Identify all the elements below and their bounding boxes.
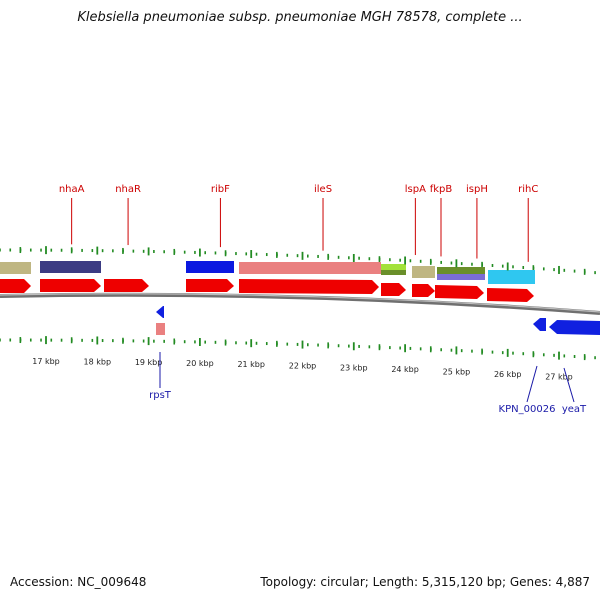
- major-ticks-top: [45, 246, 560, 274]
- gene-arrow-ribF[interactable]: [186, 279, 234, 292]
- gene-label-KPN_00026[interactable]: KPN_00026: [499, 404, 556, 415]
- gene-arrow[interactable]: [0, 279, 31, 293]
- feature-bar-ribF[interactable]: [186, 261, 234, 273]
- genome-backbone: [0, 292, 600, 315]
- gene-label-lspA[interactable]: lspA: [405, 184, 426, 195]
- gene-arrow-ileS[interactable]: [239, 279, 379, 294]
- tick-label: 25 kbp: [443, 367, 471, 376]
- feature-bar-fkpB[interactable]: [412, 266, 435, 278]
- feature-bar-lspA-b[interactable]: [381, 270, 406, 275]
- minor-ticks-top: [0, 247, 596, 275]
- feature-bar-rpsT[interactable]: [156, 323, 165, 335]
- gene-arrow-nhaR[interactable]: [104, 279, 149, 292]
- gene-arrow-rihC[interactable]: [487, 288, 534, 302]
- tick-label: 21 kbp: [237, 360, 265, 369]
- tick-label: 20 kbp: [186, 359, 214, 368]
- gene-arrow-KPN_00026[interactable]: [533, 318, 546, 331]
- accession-text: Accession: NC_009648: [10, 575, 147, 589]
- feature-bar-rihC[interactable]: [488, 270, 535, 284]
- gene-label-ileS[interactable]: ileS: [314, 184, 332, 195]
- feature-bar-ileS[interactable]: [239, 262, 381, 274]
- feature-bar-nhaA[interactable]: [40, 261, 101, 273]
- reverse-genes: [156, 306, 600, 335]
- page-title: Klebsiella pneumoniae subsp. pneumoniae …: [77, 10, 523, 25]
- gene-label-ispH[interactable]: ispH: [466, 184, 488, 195]
- gene-arrow-nhaA[interactable]: [40, 279, 101, 292]
- feature-bar-ispH-b[interactable]: [437, 274, 485, 280]
- tick-label: 22 kbp: [289, 362, 317, 371]
- axis-tick-labels: 17 kbp 18 kbp 19 kbp 20 kbp 21 kbp 22 kbp 23 k…: [32, 357, 573, 382]
- tick-label: 19 kbp: [135, 358, 163, 367]
- gene-label-yeaT[interactable]: yeaT: [562, 404, 587, 415]
- tick-label: 18 kbp: [84, 357, 112, 366]
- label-leader: [563, 367, 575, 403]
- gene-label-rihC[interactable]: rihC: [518, 184, 538, 195]
- gene-label-fkpB[interactable]: fkpB: [430, 184, 453, 195]
- genome-backbone-highlight: [0, 293, 600, 313]
- gene-label-ribF[interactable]: ribF: [211, 184, 230, 195]
- forward-genes: [0, 279, 534, 302]
- tick-label: 24 kbp: [391, 365, 419, 374]
- gene-arrow-lspA[interactable]: [381, 283, 406, 296]
- gene-arrow-fkpB[interactable]: [412, 284, 435, 297]
- minor-ticks-bottom: [0, 337, 596, 361]
- label-leader: [526, 365, 538, 403]
- gene-label-nhaR[interactable]: nhaR: [115, 184, 141, 195]
- genome-summary-text: Topology: circular; Length: 5,315,120 bp…: [260, 575, 590, 589]
- gene-arrow-rpsT[interactable]: [156, 306, 164, 318]
- feature-bar[interactable]: [0, 262, 31, 274]
- gene-arrow-ispH[interactable]: [435, 285, 484, 299]
- major-ticks-bottom: [45, 336, 560, 360]
- feature-bar-ispH[interactable]: [437, 267, 485, 274]
- forward-gene-labels: nhaA nhaR ribF ileS lspA fkpB ispH rihC: [59, 184, 538, 262]
- reverse-gene-labels: rpsT KPN_00026 yeaT: [149, 352, 587, 415]
- tick-label: 27 kbp: [545, 373, 573, 382]
- feature-track: [0, 261, 535, 284]
- gene-arrow-yeaT[interactable]: [549, 320, 600, 335]
- gene-label-nhaA[interactable]: nhaA: [59, 184, 85, 195]
- tick-label: 23 kbp: [340, 363, 368, 372]
- tick-label: 26 kbp: [494, 370, 522, 379]
- feature-bar-lspA[interactable]: [381, 264, 406, 270]
- tick-label: 17 kbp: [32, 357, 60, 366]
- gene-label-rpsT[interactable]: rpsT: [149, 390, 172, 401]
